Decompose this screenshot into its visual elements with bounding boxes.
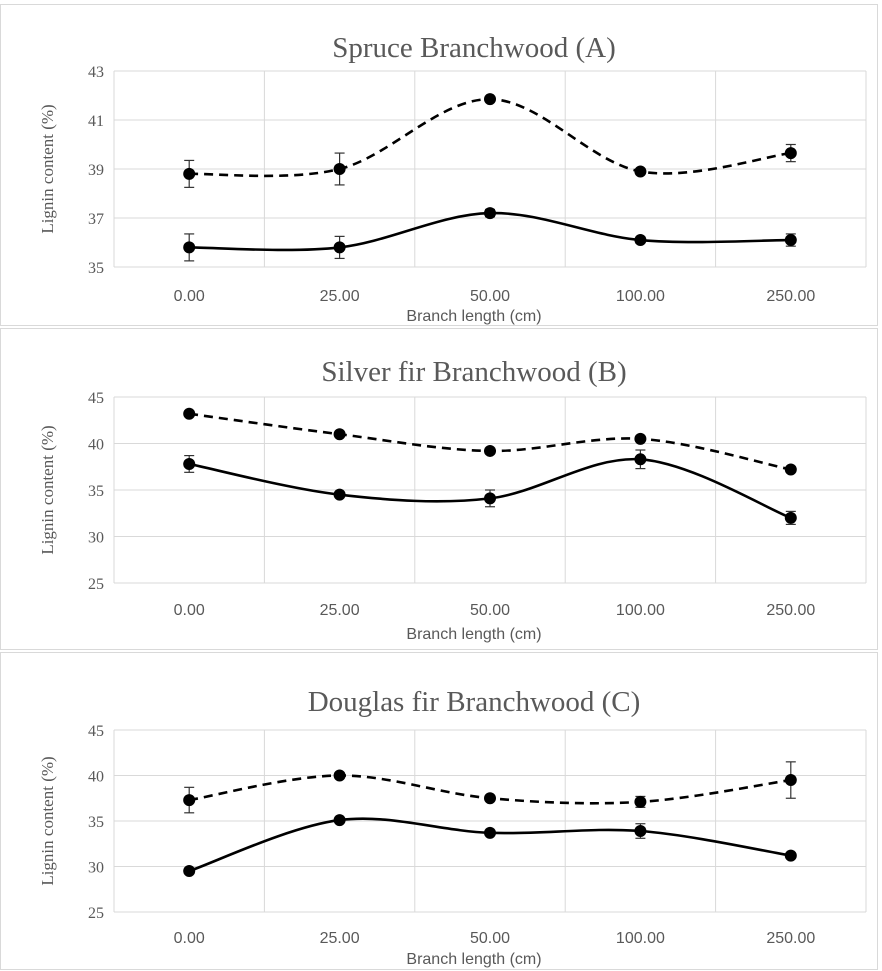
y-tick-label: 25 bbox=[88, 576, 104, 593]
data-point bbox=[484, 826, 496, 839]
data-point bbox=[484, 444, 496, 457]
y-tick-label: 35 bbox=[88, 814, 104, 831]
y-axis-label: Lignin content (%) bbox=[38, 104, 57, 233]
y-tick-label: 40 bbox=[88, 769, 104, 786]
x-tick-label: 250.00 bbox=[766, 288, 815, 305]
x-axis-label: Branch length (cm) bbox=[406, 951, 541, 968]
data-point bbox=[183, 167, 196, 180]
data-point bbox=[784, 147, 797, 160]
y-tick-label: 43 bbox=[88, 64, 104, 81]
data-point bbox=[333, 163, 346, 175]
x-tick-label: 0.00 bbox=[174, 288, 205, 305]
x-tick-label: 50.00 bbox=[470, 288, 510, 305]
y-tick-label: 41 bbox=[88, 113, 104, 130]
y-tick-label: 25 bbox=[88, 905, 104, 922]
data-point bbox=[183, 241, 196, 254]
data-point bbox=[784, 849, 797, 862]
series-line-solid bbox=[188, 817, 792, 873]
chart-title: Spruce Branchwood (A) bbox=[332, 32, 615, 64]
data-point bbox=[333, 488, 346, 501]
data-point bbox=[784, 774, 797, 787]
chart-panel-c: Douglas fir Branchwood (C) 25 30 35 40 45 0.00… bbox=[0, 652, 878, 970]
y-tick-label: 45 bbox=[88, 723, 104, 740]
data-point bbox=[634, 234, 647, 247]
series-line-dashed bbox=[189, 97, 791, 178]
data-point bbox=[484, 492, 496, 505]
y-tick-label: 37 bbox=[88, 211, 104, 228]
data-point bbox=[784, 511, 797, 524]
data-point bbox=[484, 792, 496, 805]
data-point bbox=[784, 234, 797, 247]
x-tick-label: 50.00 bbox=[470, 930, 510, 947]
data-point bbox=[333, 428, 346, 441]
y-tick-label: 45 bbox=[88, 390, 104, 407]
series-line-dashed bbox=[189, 412, 792, 471]
data-point bbox=[634, 453, 647, 466]
chart-c-svg: Douglas fir Branchwood (C) 25 30 35 40 45 0.00… bbox=[38, 686, 867, 968]
x-tick-label: 50.00 bbox=[470, 602, 510, 619]
chart-title: Silver fir Branchwood (B) bbox=[321, 356, 626, 388]
x-tick-label: 100.00 bbox=[616, 930, 665, 947]
data-point bbox=[784, 463, 797, 476]
data-point bbox=[183, 865, 196, 878]
x-tick-label: 100.00 bbox=[616, 288, 665, 305]
data-point bbox=[333, 814, 346, 827]
data-point bbox=[183, 407, 196, 420]
data-point bbox=[634, 825, 647, 838]
data-point bbox=[484, 93, 496, 106]
y-axis-label: Lignin content (%) bbox=[38, 425, 57, 554]
data-point bbox=[183, 794, 196, 807]
data-point bbox=[333, 769, 346, 782]
y-axis-label: Lignin content (%) bbox=[38, 756, 57, 885]
chart-panel-b: Silver fir Branchwood (B) 25 30 35 40 45 0.00 2… bbox=[0, 328, 878, 650]
y-tick-label: 35 bbox=[88, 483, 104, 500]
x-tick-label: 0.00 bbox=[174, 930, 205, 947]
x-axis-label: Branch length (cm) bbox=[406, 308, 541, 325]
x-tick-label: 25.00 bbox=[320, 288, 360, 305]
chart-b-svg: Silver fir Branchwood (B) 25 30 35 40 45 0.00 2… bbox=[38, 356, 867, 643]
data-point bbox=[484, 207, 496, 220]
data-point bbox=[183, 457, 196, 470]
chart-a-svg: Spruce Branchwood (A) 35 37 39 41 43 0.00 25.00… bbox=[38, 32, 867, 325]
chart-panel-a: Spruce Branchwood (A) 35 37 39 41 43 0.00 25.00… bbox=[0, 4, 878, 326]
x-tick-label: 0.00 bbox=[174, 602, 205, 619]
x-axis-label: Branch length (cm) bbox=[406, 626, 541, 643]
x-tick-label: 25.00 bbox=[320, 930, 360, 947]
data-point bbox=[634, 795, 647, 808]
data-point bbox=[634, 165, 647, 178]
chart-title: Douglas fir Branchwood (C) bbox=[308, 686, 641, 718]
y-tick-label: 39 bbox=[88, 162, 104, 179]
x-tick-label: 250.00 bbox=[766, 602, 815, 619]
y-tick-label: 30 bbox=[88, 530, 104, 547]
data-point bbox=[634, 432, 647, 445]
y-tick-label: 40 bbox=[88, 437, 104, 454]
series-line-solid bbox=[188, 457, 792, 520]
x-tick-label: 25.00 bbox=[320, 602, 360, 619]
x-tick-label: 250.00 bbox=[766, 930, 815, 947]
y-tick-label: 35 bbox=[88, 260, 104, 277]
data-point bbox=[333, 241, 346, 254]
y-tick-label: 30 bbox=[88, 860, 104, 877]
x-tick-label: 100.00 bbox=[616, 602, 665, 619]
